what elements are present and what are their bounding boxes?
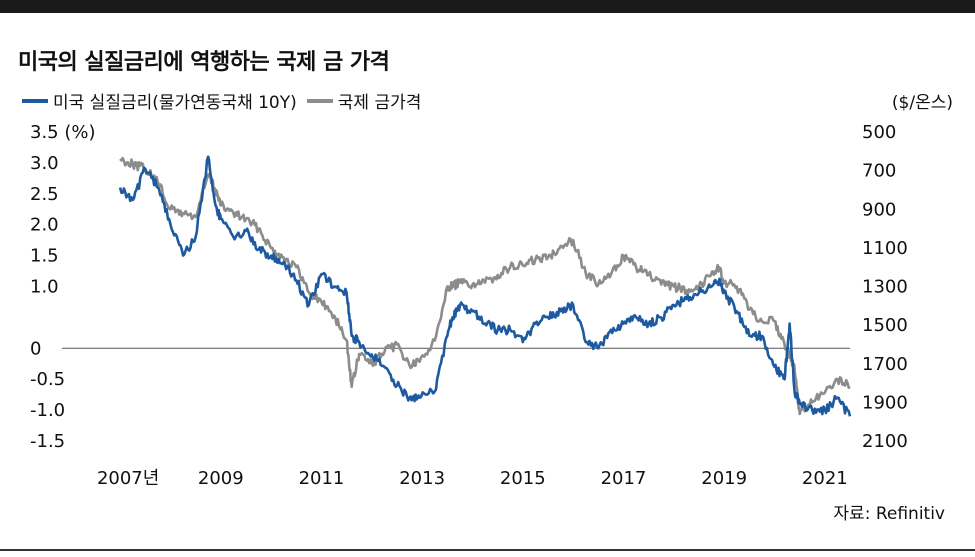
x-axis-tick: 2007년 — [97, 468, 159, 489]
legend: 미국 실질금리(물가연동국채 10Y) 국제 금가격 — [22, 88, 431, 113]
legend-item-gold: 국제 금가격 — [306, 88, 422, 113]
legend-item-real-rate: 미국 실질금리(물가연동국채 10Y) — [22, 88, 297, 113]
x-axis-tick: 2017 — [601, 468, 647, 489]
left-axis-tick: 2.5 — [30, 184, 59, 205]
x-axis-tick: 2019 — [701, 468, 747, 489]
left-axis-tick: 1.0 — [30, 277, 59, 298]
right-axis-tick: 500 — [862, 122, 896, 143]
left-axis-tick: 3.5 (%) — [30, 122, 96, 143]
x-axis-tick: 2015 — [500, 468, 546, 489]
left-axis-tick: 1.5 — [30, 246, 59, 267]
left-axis-tick: -0.5 — [30, 369, 65, 390]
right-axis-tick: 1900 — [862, 392, 908, 413]
series-line-gold — [119, 156, 851, 416]
right-axis-tick: 1700 — [862, 354, 908, 375]
right-axis-tick: 700 — [862, 161, 896, 182]
x-axis-tick: 2021 — [802, 468, 848, 489]
right-axis-unit: ($/온스) — [891, 93, 953, 113]
source-note: 자료: Refinitiv — [833, 504, 945, 524]
chart-title: 미국의 실질금리에 역행하는 국제 금 가격 — [18, 50, 390, 75]
series-line-real-rate — [118, 155, 852, 417]
right-axis-tick: 1100 — [862, 238, 908, 259]
legend-label-real-rate: 미국 실질금리(물가연동국채 10Y) — [53, 93, 297, 113]
x-axis-tick: 2011 — [299, 468, 345, 489]
right-axis-tick: 2100 — [862, 431, 908, 452]
left-axis-tick: -1.0 — [30, 400, 65, 421]
legend-swatch-gold — [306, 98, 333, 103]
top-bar — [0, 0, 975, 13]
bottom-rule — [0, 549, 975, 551]
x-axis-tick: 2013 — [399, 468, 445, 489]
left-axis-tick: 2.0 — [30, 215, 59, 236]
left-axis-tick: 0 — [30, 338, 41, 359]
right-axis-tick: 1300 — [862, 277, 908, 298]
right-axis-tick: 900 — [862, 199, 896, 220]
legend-swatch-real-rate — [22, 98, 48, 103]
left-axis-tick: 3.0 — [30, 153, 59, 174]
right-axis-tick: 1500 — [862, 315, 908, 336]
legend-label-gold: 국제 금가격 — [337, 93, 422, 113]
left-axis-tick: -1.5 — [30, 431, 65, 452]
x-axis-tick: 2009 — [198, 468, 244, 489]
